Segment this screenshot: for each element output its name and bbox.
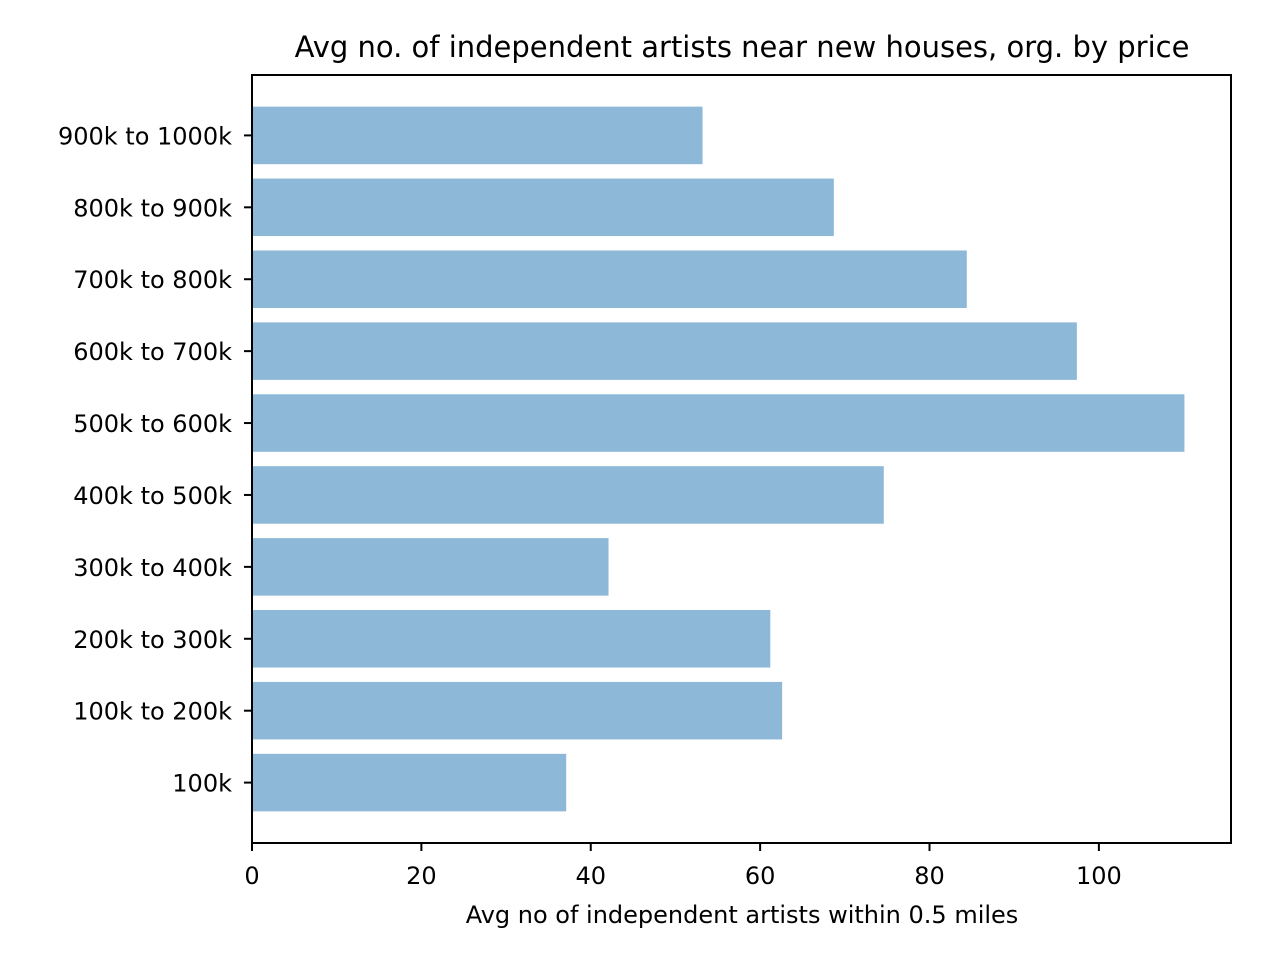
bar (252, 753, 567, 812)
y-tick-label: 500k to 600k (73, 410, 232, 438)
bar (252, 178, 834, 237)
y-tick-label: 100k (172, 770, 232, 798)
bar (252, 394, 1185, 452)
x-tick-label: 80 (914, 862, 945, 890)
y-axis-ticks: 100k 100k to 200k 200k to 300k 300k to 400k… (58, 122, 252, 798)
bars-group (252, 106, 1185, 812)
x-tick-label: 100 (1076, 862, 1122, 890)
bar (252, 106, 703, 165)
bar (252, 610, 771, 668)
y-tick-label: 300k to 400k (73, 554, 232, 582)
y-tick-label: 800k to 900k (73, 194, 232, 222)
x-axis-label: Avg no of independent artists within 0.5… (466, 901, 1019, 929)
x-tick-label: 40 (575, 862, 606, 890)
y-tick-label: 900k to 1000k (58, 122, 232, 150)
chart-title: Avg no. of independent artists near new … (295, 30, 1190, 64)
x-tick-label: 60 (745, 862, 776, 890)
x-axis-ticks: 0 20 40 60 80 100 (244, 843, 1122, 890)
plot-frame (251, 74, 1232, 844)
bar (252, 681, 783, 740)
bar (252, 322, 1077, 380)
bar (252, 250, 967, 308)
bar (252, 466, 884, 524)
y-tick-label: 700k to 800k (73, 266, 232, 294)
y-tick-label: 200k to 300k (73, 626, 232, 654)
y-tick-label: 100k to 200k (73, 698, 232, 726)
x-tick-label: 0 (244, 862, 259, 890)
y-tick-label: 400k to 500k (73, 482, 232, 510)
bar (252, 538, 609, 596)
y-tick-label: 600k to 700k (73, 338, 232, 366)
x-tick-label: 20 (406, 862, 437, 890)
